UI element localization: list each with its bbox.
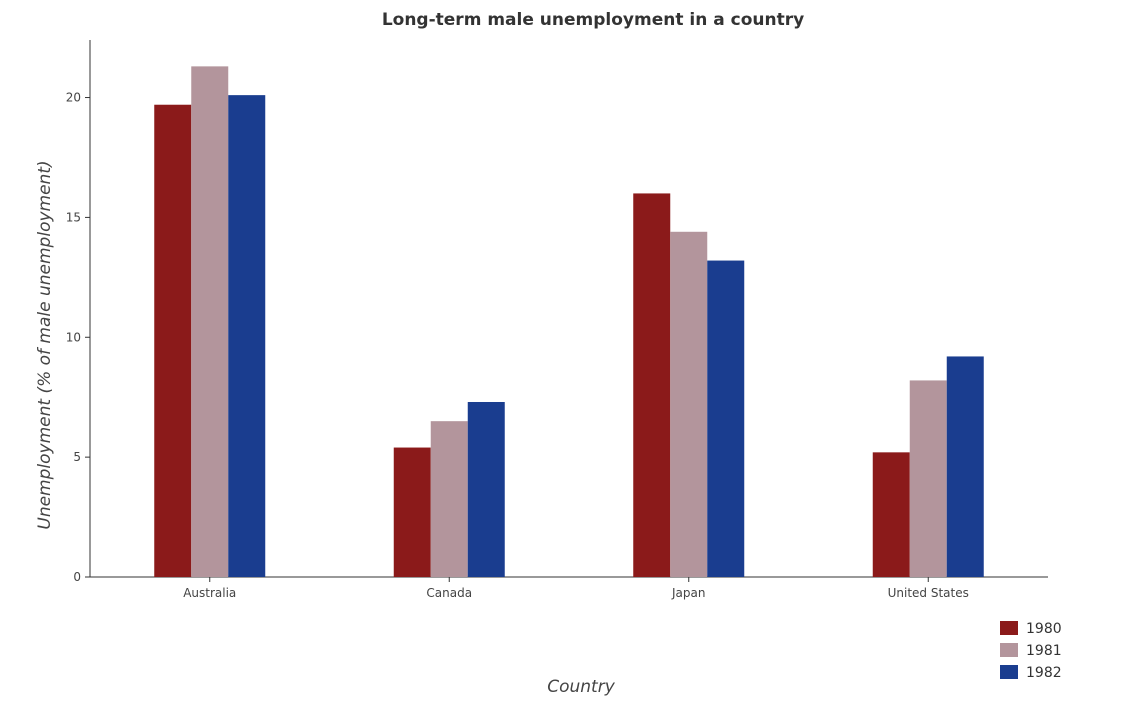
bar-1982-australia	[228, 95, 266, 577]
bar-1981-japan	[670, 231, 708, 578]
x-tick-label: Canada	[426, 586, 472, 600]
bar-1982-canada	[467, 401, 505, 577]
x-tick-label: United States	[888, 586, 969, 600]
bar-1982-japan	[707, 260, 745, 577]
y-tick-label: 5	[73, 450, 81, 464]
legend-swatch-1980	[1000, 621, 1018, 635]
y-tick-label: 20	[66, 91, 81, 105]
legend-label-1981: 1981	[1026, 643, 1062, 659]
y-tick-label: 0	[73, 570, 81, 584]
bar-1981-united-states	[909, 380, 947, 577]
legend-swatch-1981	[1000, 643, 1018, 657]
bar-1980-canada	[393, 447, 431, 577]
x-tick-label: Australia	[183, 586, 236, 600]
bar-1982-united-states	[946, 356, 984, 577]
y-axis-title: Unemployment (% of male unemployment)	[35, 160, 55, 529]
chart-title: Long-term male unemployment in a country	[382, 10, 804, 30]
bar-1981-australia	[191, 66, 229, 577]
plot-area: 0 5 10 15 20 Australia Canada Japan United State…	[66, 40, 1048, 600]
legend: 1980 1981 1982	[1000, 621, 1062, 681]
x-axis-title: Country	[547, 677, 615, 697]
legend-label-1982: 1982	[1026, 665, 1062, 681]
legend-label-1980: 1980	[1026, 621, 1062, 637]
legend-swatch-1982	[1000, 665, 1018, 679]
x-tick-label: Japan	[671, 586, 705, 600]
y-tick-label: 10	[66, 330, 81, 344]
bar-1980-japan	[633, 193, 671, 577]
bar-1980-united-states	[872, 452, 910, 577]
y-tick-label: 15	[66, 210, 81, 224]
bar-1981-canada	[430, 421, 468, 577]
bar-1980-australia	[154, 104, 192, 578]
